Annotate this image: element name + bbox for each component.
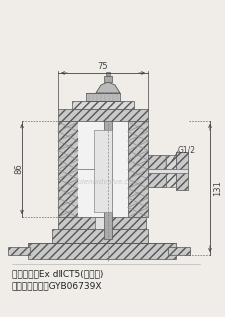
- Bar: [166, 156, 176, 159]
- Text: 防爆合格证号：GYB06739X: 防爆合格证号：GYB06739X: [12, 281, 103, 290]
- Text: 131: 131: [213, 180, 222, 196]
- Bar: [104, 76, 112, 82]
- Bar: [28, 243, 176, 259]
- Bar: [176, 170, 188, 190]
- Bar: [148, 173, 166, 187]
- Bar: [148, 169, 188, 173]
- Bar: [166, 164, 176, 167]
- Bar: [106, 72, 110, 76]
- Bar: [52, 229, 148, 243]
- Bar: [104, 119, 112, 239]
- Bar: [72, 101, 134, 109]
- Bar: [78, 121, 128, 217]
- Bar: [176, 152, 188, 172]
- Bar: [166, 160, 176, 163]
- Text: 防爆标志：Ex dⅡCT5(含氢气): 防爆标志：Ex dⅡCT5(含氢气): [12, 269, 103, 278]
- Bar: [86, 93, 120, 101]
- Bar: [94, 130, 112, 212]
- Bar: [166, 173, 176, 187]
- Text: 86: 86: [14, 164, 23, 174]
- Text: G1/2: G1/2: [178, 146, 196, 154]
- Polygon shape: [96, 82, 120, 93]
- Bar: [58, 109, 148, 121]
- Bar: [58, 217, 146, 229]
- Bar: [148, 155, 166, 169]
- Bar: [58, 121, 78, 217]
- Bar: [128, 121, 148, 217]
- Text: 75: 75: [98, 62, 108, 71]
- Bar: [8, 247, 30, 255]
- Bar: [168, 247, 190, 255]
- Bar: [166, 155, 176, 169]
- Bar: [95, 217, 109, 229]
- Text: solenoidvalve.com: solenoidvalve.com: [75, 179, 141, 185]
